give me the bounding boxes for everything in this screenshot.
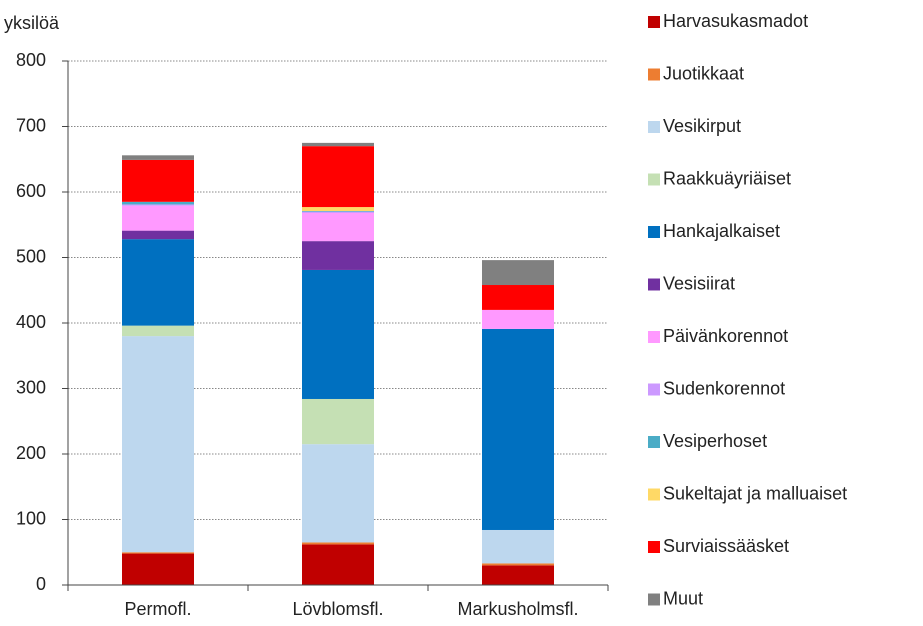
bar-segment (302, 211, 374, 213)
bar-segment (482, 565, 554, 585)
bar-segment (302, 269, 374, 399)
y-tick-label: 400 (16, 312, 46, 332)
y-tick-label: 800 (16, 50, 46, 70)
y-tick-label: 700 (16, 115, 46, 135)
bar-segment (302, 444, 374, 543)
legend-swatch (648, 488, 660, 501)
legend-swatch (648, 173, 660, 186)
y-axis-title: yksilöä (4, 13, 60, 33)
y-tick-label: 200 (16, 443, 46, 463)
bar-segment (122, 336, 194, 553)
bar-segment (302, 210, 374, 212)
legend-label: Vesikirput (663, 116, 741, 136)
legend-swatch (648, 226, 660, 238)
bar-segment (122, 205, 194, 231)
bar-segment (122, 159, 194, 202)
bar-segment (302, 398, 374, 445)
bar-segment (122, 325, 194, 337)
bar-segment (122, 155, 194, 160)
bar-segment (302, 544, 374, 585)
y-tick-label: 0 (36, 574, 46, 594)
bar-segment (302, 146, 374, 208)
bar-segment (122, 204, 194, 206)
legend-label: Sudenkorennot (663, 378, 785, 398)
y-tick-label: 300 (16, 377, 46, 397)
legend-swatch (648, 331, 660, 343)
legend-label: Raakkuäyriäiset (663, 168, 791, 188)
bar-segment (302, 142, 374, 147)
bar-segment (482, 529, 554, 564)
bar-segment (482, 260, 554, 286)
y-tick-label: 100 (16, 508, 46, 528)
x-tick-label: Lövblomsfl. (292, 599, 383, 619)
y-tick-label: 600 (16, 181, 46, 201)
bar-segment (302, 542, 374, 545)
legend-label: Vesisiirat (663, 273, 735, 293)
legend-label: Juotikkaat (663, 63, 744, 83)
legend-swatch (648, 436, 660, 448)
bar-segment (302, 207, 374, 211)
legend-label: Surviaissääsket (663, 536, 789, 556)
bar-segment (482, 328, 554, 530)
legend-swatch (648, 16, 660, 28)
bar-segment (482, 285, 554, 310)
bar-segment (122, 230, 194, 240)
bar-segment (482, 563, 554, 566)
bar-segment (482, 309, 554, 329)
bar-segment (122, 201, 194, 205)
y-tick-label: 500 (16, 246, 46, 266)
bar-segment (302, 212, 374, 242)
legend-label: Muut (663, 588, 703, 608)
legend-swatch (648, 68, 660, 81)
bar-segment (122, 552, 194, 554)
bar-segment (122, 553, 194, 585)
legend-label: Hankajalkaiset (663, 221, 780, 241)
legend-swatch (648, 593, 660, 606)
legend-label: Harvasukasmadot (663, 11, 808, 31)
legend-swatch (648, 278, 660, 291)
bar-segment (122, 239, 194, 326)
legend-label: Päivänkorennot (663, 326, 788, 346)
x-tick-label: Permofl. (124, 599, 191, 619)
x-tick-label: Markusholmsfl. (457, 599, 578, 619)
legend-label: Sukeltajat ja malluaiset (663, 483, 847, 503)
legend-label: Vesiperhoset (663, 431, 767, 451)
legend-swatch (648, 541, 660, 553)
legend-swatch (648, 121, 660, 133)
bar-segment (302, 241, 374, 270)
legend-swatch (648, 383, 660, 396)
